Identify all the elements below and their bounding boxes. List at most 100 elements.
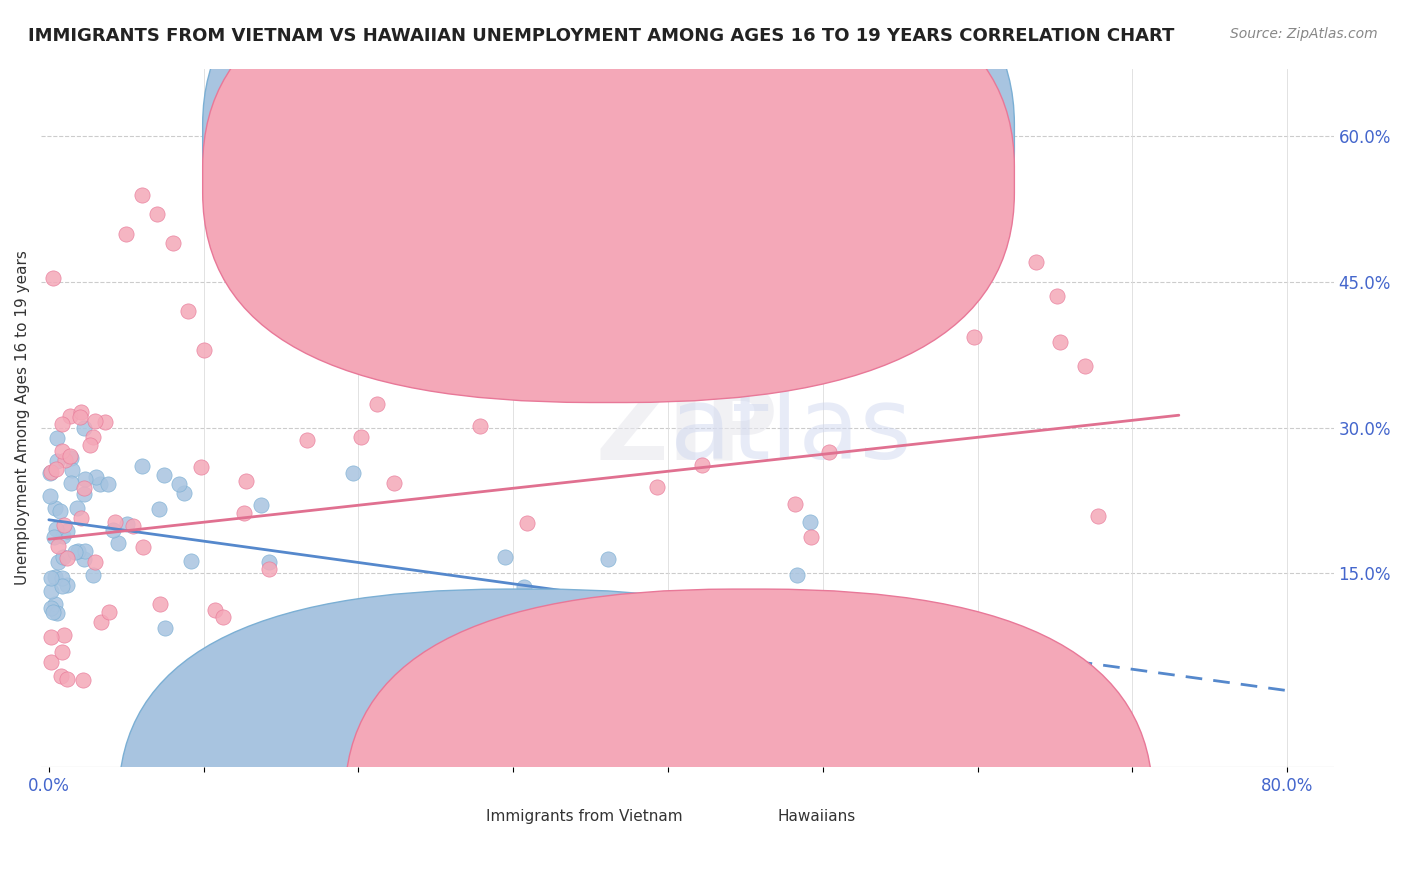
Point [1087, 508, 1109, 523]
Point [963, 330, 986, 344]
Point [232, 506, 254, 520]
Point [90, 615, 112, 630]
Point [52, 529, 75, 543]
Point [550, 692, 572, 706]
Point [45, 606, 67, 620]
Point [647, 480, 669, 494]
Point [62, 463, 84, 477]
Point [51, 579, 73, 593]
FancyBboxPatch shape [118, 589, 927, 892]
Point [56, 551, 79, 566]
Point [468, 419, 491, 434]
Point [41, 600, 63, 615]
Point [86, 470, 108, 484]
Text: IMMIGRANTS FROM VIETNAM VS HAWAIIAN UNEMPLOYMENT AMONG AGES 16 TO 19 YEARS CORRE: IMMIGRANTS FROM VIETNAM VS HAWAIIAN UNEM… [28, 27, 1174, 45]
Point [831, 346, 853, 360]
Point [94, 415, 117, 429]
Point [53, 518, 76, 533]
Point [79, 437, 101, 451]
Point [44, 597, 66, 611]
Point [690, 458, 713, 473]
Point [69, 410, 91, 425]
Point [69, 511, 91, 525]
Point [39, 583, 62, 598]
Point [42, 531, 65, 545]
Point [98, 605, 121, 619]
Point [39, 466, 62, 480]
Point [821, 606, 844, 620]
Point [818, 445, 841, 459]
Point [89, 477, 111, 491]
Point [786, 567, 808, 582]
Point [46, 555, 69, 569]
Point [59, 450, 82, 465]
Point [115, 517, 138, 532]
Point [162, 236, 184, 251]
Point [51, 444, 73, 458]
Point [39, 571, 62, 585]
Point [70, 405, 93, 419]
Point [82, 430, 104, 444]
Point [60, 476, 83, 491]
Point [148, 501, 170, 516]
Point [193, 343, 215, 357]
Point [45, 454, 67, 468]
Point [598, 552, 620, 566]
Point [104, 516, 127, 530]
Point [366, 396, 388, 410]
Point [679, 599, 702, 614]
Y-axis label: Unemployment Among Ages 16 to 19 years: Unemployment Among Ages 16 to 19 years [15, 251, 30, 585]
Point [155, 621, 177, 635]
Text: R =  0.192   N = 58: R = 0.192 N = 58 [610, 169, 783, 185]
Point [46, 431, 69, 445]
Point [249, 499, 271, 513]
Point [295, 433, 318, 447]
Point [73, 481, 96, 495]
Text: Immigrants from Vietnam: Immigrants from Vietnam [485, 809, 682, 824]
Point [52, 550, 75, 565]
Point [382, 475, 405, 490]
Point [146, 207, 169, 221]
Point [800, 530, 823, 544]
Point [39, 630, 62, 644]
Point [66, 544, 89, 558]
Point [84, 555, 107, 569]
Point [350, 430, 373, 444]
Point [51, 668, 73, 682]
Point [39, 466, 62, 480]
Point [1046, 289, 1069, 303]
Point [190, 459, 212, 474]
Point [107, 536, 129, 550]
Point [66, 500, 89, 515]
Point [132, 540, 155, 554]
Point [42, 271, 65, 285]
Point [121, 518, 143, 533]
Point [180, 554, 202, 568]
Point [149, 598, 172, 612]
Point [72, 420, 94, 434]
Point [1025, 254, 1047, 268]
Point [342, 467, 364, 481]
Text: atlas: atlas [671, 384, 911, 481]
Point [173, 486, 195, 500]
Point [48, 539, 70, 553]
Point [153, 467, 176, 482]
Point [169, 477, 191, 491]
Point [72, 673, 94, 687]
Point [55, 524, 77, 538]
Point [97, 477, 120, 491]
Point [101, 523, 124, 537]
Point [55, 453, 77, 467]
Point [59, 409, 82, 423]
Point [45, 461, 67, 475]
Point [49, 504, 72, 518]
FancyBboxPatch shape [202, 0, 1014, 360]
Point [56, 672, 79, 686]
Point [204, 602, 226, 616]
Point [516, 516, 538, 531]
Point [785, 497, 807, 511]
Point [51, 571, 73, 585]
Point [766, 603, 789, 617]
Point [1049, 335, 1071, 350]
Text: ZIP: ZIP [596, 384, 779, 481]
